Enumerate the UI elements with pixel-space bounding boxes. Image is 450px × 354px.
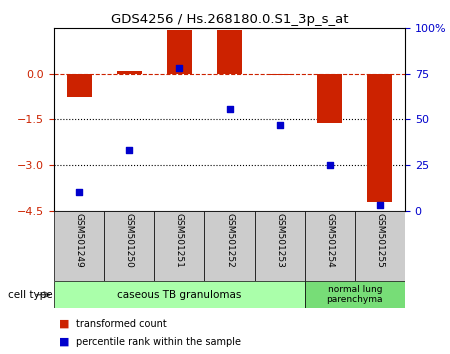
Text: GSM501251: GSM501251 (175, 213, 184, 268)
Point (226, 106, 233, 112)
Text: ■: ■ (58, 319, 69, 329)
Point (176, 65, 183, 71)
Text: percentile rank within the sample: percentile rank within the sample (76, 337, 242, 347)
Bar (267, 74, 292, 75)
Title: GDS4256 / Hs.268180.0.S1_3p_s_at: GDS4256 / Hs.268180.0.S1_3p_s_at (111, 13, 348, 26)
Text: GSM501252: GSM501252 (225, 213, 234, 268)
Bar (317, 74, 342, 122)
Bar (204, 211, 255, 281)
Text: normal lung
parenchyma: normal lung parenchyma (327, 285, 383, 304)
Bar (367, 74, 392, 201)
Point (276, 122, 283, 128)
Text: GSM501253: GSM501253 (275, 213, 284, 268)
Text: GSM501255: GSM501255 (375, 213, 384, 268)
Bar (217, 30, 242, 74)
Bar (67, 74, 92, 97)
Bar (305, 211, 355, 281)
Bar (355, 211, 405, 281)
Bar (305, 281, 405, 308)
Text: GSM501249: GSM501249 (75, 213, 84, 268)
Point (76, 189, 83, 195)
Point (376, 202, 383, 208)
Text: GSM501250: GSM501250 (125, 213, 134, 268)
Text: cell type: cell type (9, 290, 53, 300)
Bar (167, 30, 192, 74)
Point (126, 148, 133, 153)
Point (326, 162, 333, 168)
Text: ■: ■ (58, 337, 69, 347)
Bar (104, 211, 154, 281)
Bar (154, 211, 204, 281)
Bar (54, 211, 104, 281)
Bar (54, 281, 305, 308)
Text: caseous TB granulomas: caseous TB granulomas (117, 290, 242, 300)
Bar (117, 71, 142, 74)
Bar (255, 211, 305, 281)
Text: transformed count: transformed count (76, 319, 167, 329)
Text: GSM501254: GSM501254 (325, 213, 334, 268)
